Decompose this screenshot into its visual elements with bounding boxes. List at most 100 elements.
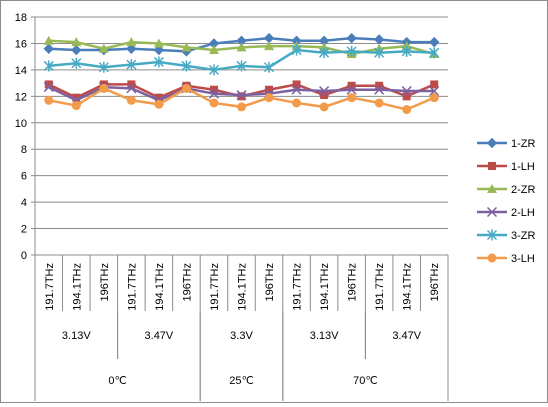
data-point-2-lh <box>126 83 137 94</box>
y-tick-label: 0 <box>21 250 27 262</box>
data-point-3-zr <box>71 57 82 69</box>
data-point-3-lh <box>264 93 274 103</box>
data-point-2-zr <box>264 41 275 51</box>
x-category-label: 194.1THz <box>319 263 331 311</box>
data-point-2-lh <box>429 86 440 97</box>
temperature-group-label: 0℃ <box>108 375 126 387</box>
data-point-2-zr <box>153 38 164 48</box>
data-point-1-lh <box>209 85 218 94</box>
x-category-label: 196THz <box>429 263 441 302</box>
x-category-label: 194.1THz <box>237 263 249 311</box>
data-point-2-lh <box>291 84 302 95</box>
data-point-2-lh <box>236 89 247 101</box>
series-3-lh <box>44 83 439 115</box>
y-tick-label: 14 <box>15 65 27 77</box>
data-point-1-zr <box>126 43 137 54</box>
x-category-label: 194.1THz <box>402 263 414 311</box>
x-category-label: 191.7THz <box>292 263 304 311</box>
data-point-3-zr <box>181 60 192 72</box>
data-point-3-zr <box>374 47 385 59</box>
data-point-1-lh <box>44 80 53 89</box>
data-point-3-zr <box>346 45 357 57</box>
voltage-group-label: 3.47V <box>392 330 421 342</box>
legend-label: 1-LH <box>511 161 535 173</box>
data-point-1-lh <box>320 91 329 100</box>
data-point-1-lh <box>127 80 136 89</box>
legend-label: 3-ZR <box>511 230 536 242</box>
y-tick-labels: 0 2 4 6 8 10 12 14 16 18 <box>15 12 27 262</box>
data-point-3-zr <box>126 59 137 71</box>
data-point-1-zr <box>373 34 385 45</box>
data-point-3-lh <box>209 98 219 108</box>
data-point-2-zr <box>98 43 109 53</box>
x-category-label: 194.1THz <box>154 263 166 311</box>
data-point-3-zr <box>429 47 440 59</box>
data-point-2-zr <box>181 42 192 52</box>
data-point-2-lh <box>401 86 412 97</box>
data-point-1-lh <box>154 93 163 102</box>
data-point-2-zr <box>126 37 137 47</box>
voltage-group-label: 3.13V <box>62 330 91 342</box>
data-point-1-zr <box>346 32 357 44</box>
legend-marker <box>487 184 497 193</box>
data-point-1-zr <box>43 43 54 54</box>
data-point-3-lh <box>181 83 191 93</box>
data-point-3-lh <box>292 98 302 108</box>
data-point-3-lh <box>44 95 54 105</box>
series-3-zr <box>43 44 440 76</box>
data-point-1-lh <box>292 80 301 89</box>
data-point-2-lh <box>43 82 54 93</box>
data-point-1-lh <box>347 81 356 90</box>
legend-marker <box>488 162 496 170</box>
x-category-label: 191.7THz <box>126 263 138 311</box>
data-point-3-lh <box>154 99 164 109</box>
legend-marker <box>487 253 497 263</box>
legend-marker <box>486 137 498 149</box>
legend-item-1-zr: 1-ZR <box>477 137 536 150</box>
data-point-2-zr <box>208 45 219 55</box>
data-point-3-zr <box>264 61 275 73</box>
voltage-group-labels: 3.13V 3.47V 3.3V 3.13V 3.47V <box>62 330 422 342</box>
y-tick-label: 18 <box>15 12 27 24</box>
data-point-1-lh <box>237 92 246 101</box>
temperature-group-labels: 0℃ 25℃ 70℃ <box>108 375 377 387</box>
legend-marker <box>486 229 498 241</box>
data-point-3-lh <box>429 93 439 103</box>
data-point-3-lh <box>237 102 246 112</box>
voltage-group-label: 3.13V <box>310 330 339 342</box>
data-point-2-lh <box>319 86 330 97</box>
data-point-3-zr <box>401 45 412 57</box>
y-tick-label: 2 <box>21 224 27 236</box>
data-point-2-lh <box>374 84 385 95</box>
legend-item-2-lh: 2-LH <box>477 206 535 219</box>
x-category-label: 196THz <box>181 263 193 302</box>
voltage-group-label: 3.47V <box>145 330 174 342</box>
data-point-3-lh <box>71 101 81 111</box>
data-point-3-lh <box>126 95 136 105</box>
y-tick-label: 12 <box>15 91 27 103</box>
data-point-3-zr <box>291 44 302 56</box>
y-tick-label: 16 <box>15 38 27 50</box>
category-dividers <box>34 255 449 401</box>
legend-item-3-lh: 3-LH <box>477 253 535 265</box>
legend-label: 2-LH <box>511 207 535 219</box>
data-point-2-lh <box>208 88 219 99</box>
series-1-zr <box>43 32 440 57</box>
data-point-3-zr <box>153 56 164 68</box>
data-point-3-lh <box>374 98 384 108</box>
legend-item-3-zr: 3-ZR <box>477 229 536 242</box>
temperature-group-label: 70℃ <box>353 375 378 387</box>
x-category-label: 196THz <box>347 263 359 302</box>
data-point-1-lh <box>402 92 411 101</box>
data-point-1-lh <box>265 85 274 94</box>
data-point-1-zr <box>429 36 440 48</box>
data-point-3-zr <box>43 60 54 72</box>
x-category-label: 196THz <box>264 263 276 302</box>
y-tick-label: 4 <box>21 197 27 209</box>
x-category-label: 194.1THz <box>71 263 83 311</box>
data-point-3-lh <box>319 102 329 112</box>
legend-marker <box>486 206 498 218</box>
data-point-1-lh <box>375 81 384 90</box>
